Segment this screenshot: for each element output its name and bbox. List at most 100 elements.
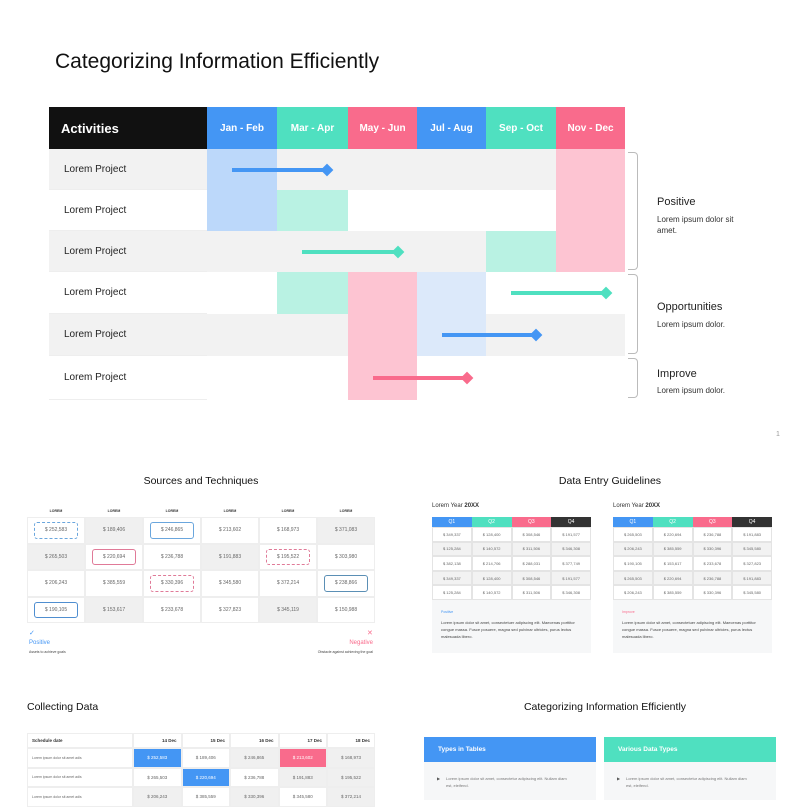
quarter-header: Q4 bbox=[732, 517, 772, 527]
value-cell: $ 140,572 bbox=[471, 585, 512, 600]
timeline-cell bbox=[486, 149, 556, 190]
timeline-cell bbox=[348, 314, 417, 356]
timeline-cell bbox=[417, 149, 486, 190]
highlight-box bbox=[324, 575, 368, 592]
value-cell: $ 125,284 bbox=[432, 541, 472, 557]
value-cell: $ 327,823 bbox=[732, 556, 772, 571]
value-cell: $ 153,617 bbox=[85, 596, 143, 624]
value-cell: $ 252,583 bbox=[133, 748, 182, 768]
row-label: Lorem ipsum dolor sit amet adis bbox=[27, 787, 133, 807]
value-cell: $ 372,214 bbox=[327, 787, 375, 807]
timeline-cell bbox=[207, 190, 277, 231]
highlight-box bbox=[34, 522, 78, 539]
value-cell: $ 213,602 bbox=[278, 748, 327, 768]
row-label: Lorem ipsum dolor sit amet adis bbox=[27, 748, 133, 768]
value-cell: $ 371,083 bbox=[317, 517, 375, 544]
note-text: Lorem ipsum dolor sit amet, consectetuer… bbox=[622, 620, 756, 639]
value-cell: $ 345,580 bbox=[278, 787, 327, 807]
note-text: Lorem ipsum dolor sit amet, consectetuer… bbox=[441, 620, 575, 639]
value-cell: $ 191,883 bbox=[732, 527, 772, 542]
negative-label: Negative bbox=[349, 640, 373, 646]
value-cell: $ 191,883 bbox=[278, 767, 327, 787]
timeline-cell bbox=[277, 190, 348, 231]
value-cell: $ 330,396 bbox=[143, 570, 201, 597]
value-cell: $ 220,694 bbox=[652, 527, 693, 542]
value-cell: $ 189,406 bbox=[181, 748, 230, 768]
bullet-icon: ▶ bbox=[617, 776, 621, 781]
card-text: Lorem ipsum dolor sit amet, consectetur … bbox=[446, 776, 567, 788]
value-cell: $ 385,559 bbox=[85, 570, 143, 597]
column-header: LOREM bbox=[165, 509, 179, 513]
header-month: May - Jun bbox=[348, 107, 417, 149]
group-text: Lorem ipsum dolor sit amet. bbox=[657, 215, 734, 235]
value-cell: $ 330,396 bbox=[692, 585, 733, 600]
timeline-cell bbox=[556, 149, 625, 190]
year-value: 20XX bbox=[464, 503, 480, 509]
group-bracket bbox=[628, 152, 638, 270]
value-cell: $ 206,243 bbox=[613, 541, 653, 557]
column-header: LOREM bbox=[339, 509, 353, 513]
value-cell: $ 213,602 bbox=[201, 517, 259, 544]
collecting-title: Collecting Data bbox=[27, 701, 99, 713]
guidelines-title: Data Entry Guidelines bbox=[558, 475, 662, 487]
value-cell: $ 220,694 bbox=[85, 543, 143, 571]
row-label: Lorem ipsum dolor sit amet adis bbox=[27, 767, 133, 787]
timeline-cell bbox=[348, 272, 417, 314]
value-cell: $ 128,400 bbox=[471, 527, 512, 542]
row-background bbox=[49, 190, 207, 231]
value-cell: $ 327,823 bbox=[201, 596, 259, 624]
year-label: Lorem Year 20XX bbox=[432, 503, 480, 509]
group-title: Positive bbox=[657, 196, 696, 208]
column-header: LOREM bbox=[49, 509, 63, 513]
value-cell: $ 346,308 bbox=[551, 541, 591, 557]
value-cell: $ 246,865 bbox=[143, 517, 201, 544]
slide-title: Categorizing Information Efficiently bbox=[55, 50, 380, 73]
positive-text: Assets to achieve goals bbox=[29, 650, 66, 654]
value-cell: $ 206,243 bbox=[613, 585, 653, 600]
quarter-header: Q1 bbox=[613, 517, 653, 527]
column-header: LOREM bbox=[107, 509, 121, 513]
timeline-cell bbox=[207, 356, 277, 400]
group-bracket bbox=[628, 274, 638, 354]
card-body bbox=[424, 762, 596, 800]
value-cell: $ 206,243 bbox=[27, 570, 85, 597]
column-header: 15 Dec bbox=[181, 733, 230, 748]
timeline-cell bbox=[556, 314, 625, 356]
value-cell: $ 385,559 bbox=[181, 787, 230, 807]
timeline-cell bbox=[486, 190, 556, 231]
timeline-arrow bbox=[442, 333, 536, 337]
value-cell: $ 220,694 bbox=[181, 767, 230, 787]
timeline-cell bbox=[417, 190, 486, 231]
value-cell: $ 128,400 bbox=[471, 570, 512, 586]
year-value: 20XX bbox=[645, 503, 661, 509]
quarter-header: Q4 bbox=[551, 517, 591, 527]
value-cell: $ 311,506 bbox=[511, 541, 552, 557]
row-background bbox=[49, 149, 207, 190]
value-cell: $ 233,678 bbox=[143, 596, 201, 624]
timeline-cell bbox=[277, 314, 348, 356]
timeline-arrow bbox=[511, 291, 606, 295]
row-label: Lorem Project bbox=[64, 372, 127, 383]
column-header: 18 Dec bbox=[327, 733, 375, 748]
value-cell: $ 308,546 bbox=[511, 570, 552, 586]
value-cell: $ 345,580 bbox=[732, 541, 772, 557]
note-title: Improve bbox=[622, 610, 635, 614]
timeline-cell bbox=[277, 272, 348, 314]
header-month: Jan - Feb bbox=[207, 107, 277, 149]
value-cell: $ 345,580 bbox=[732, 585, 772, 600]
column-header: 14 Dec bbox=[133, 733, 182, 748]
value-cell: $ 265,503 bbox=[613, 570, 653, 586]
value-cell: $ 153,617 bbox=[652, 556, 693, 571]
value-cell: $ 191,577 bbox=[551, 527, 591, 542]
quarter-header: Q3 bbox=[692, 517, 733, 527]
value-cell: $ 349,337 bbox=[432, 570, 472, 586]
card-header: Types in Tables bbox=[424, 737, 596, 762]
column-header: Schedule date bbox=[27, 733, 133, 748]
row-label: Lorem Project bbox=[64, 287, 127, 298]
highlight-box bbox=[92, 548, 136, 566]
value-cell: $ 189,406 bbox=[85, 517, 143, 544]
highlight-box bbox=[34, 601, 78, 619]
value-cell: $ 288,031 bbox=[511, 556, 552, 571]
value-cell: $ 308,546 bbox=[511, 527, 552, 542]
highlight-box bbox=[150, 575, 194, 592]
